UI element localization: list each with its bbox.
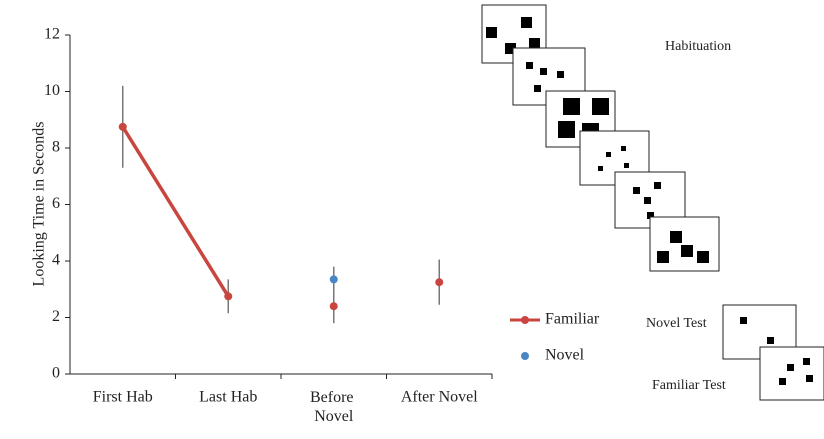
legend-label: Familiar — [545, 311, 600, 328]
legend-label: Novel — [545, 347, 585, 364]
data-point — [435, 278, 443, 286]
y-tick-label: 4 — [52, 252, 60, 269]
stimuli-diagram: Habituation Novel Test Familiar Test — [482, 5, 824, 400]
x-tick-label: First Hab — [93, 389, 153, 406]
y-tick-label: 8 — [52, 139, 60, 156]
habituation-label: Habituation — [665, 39, 731, 54]
y-tick-label: 10 — [44, 82, 60, 99]
x-tick-label: Before Novel — [310, 389, 358, 425]
familiar-test-label: Familiar Test — [652, 378, 726, 393]
trend-line — [123, 127, 229, 297]
y-tick-label: 6 — [52, 195, 60, 212]
y-axis-label: Looking Time in Seconds — [31, 122, 48, 287]
stimulus-frame — [760, 347, 824, 400]
y-tick-label: 2 — [52, 308, 60, 325]
data-point — [119, 123, 127, 131]
y-tick-label: 0 — [52, 365, 60, 382]
y-tick-label: 12 — [44, 26, 60, 43]
data-point — [330, 302, 338, 310]
x-tick-label: After Novel — [401, 389, 478, 406]
data-point — [330, 275, 338, 283]
novel-test-label: Novel Test — [646, 316, 707, 331]
x-tick-label: Last Hab — [199, 389, 257, 406]
figure: Looking Time in Seconds Habituation Nove… — [0, 0, 824, 439]
legend-marker — [521, 316, 529, 324]
data-point — [224, 292, 232, 300]
legend-marker — [521, 352, 529, 360]
